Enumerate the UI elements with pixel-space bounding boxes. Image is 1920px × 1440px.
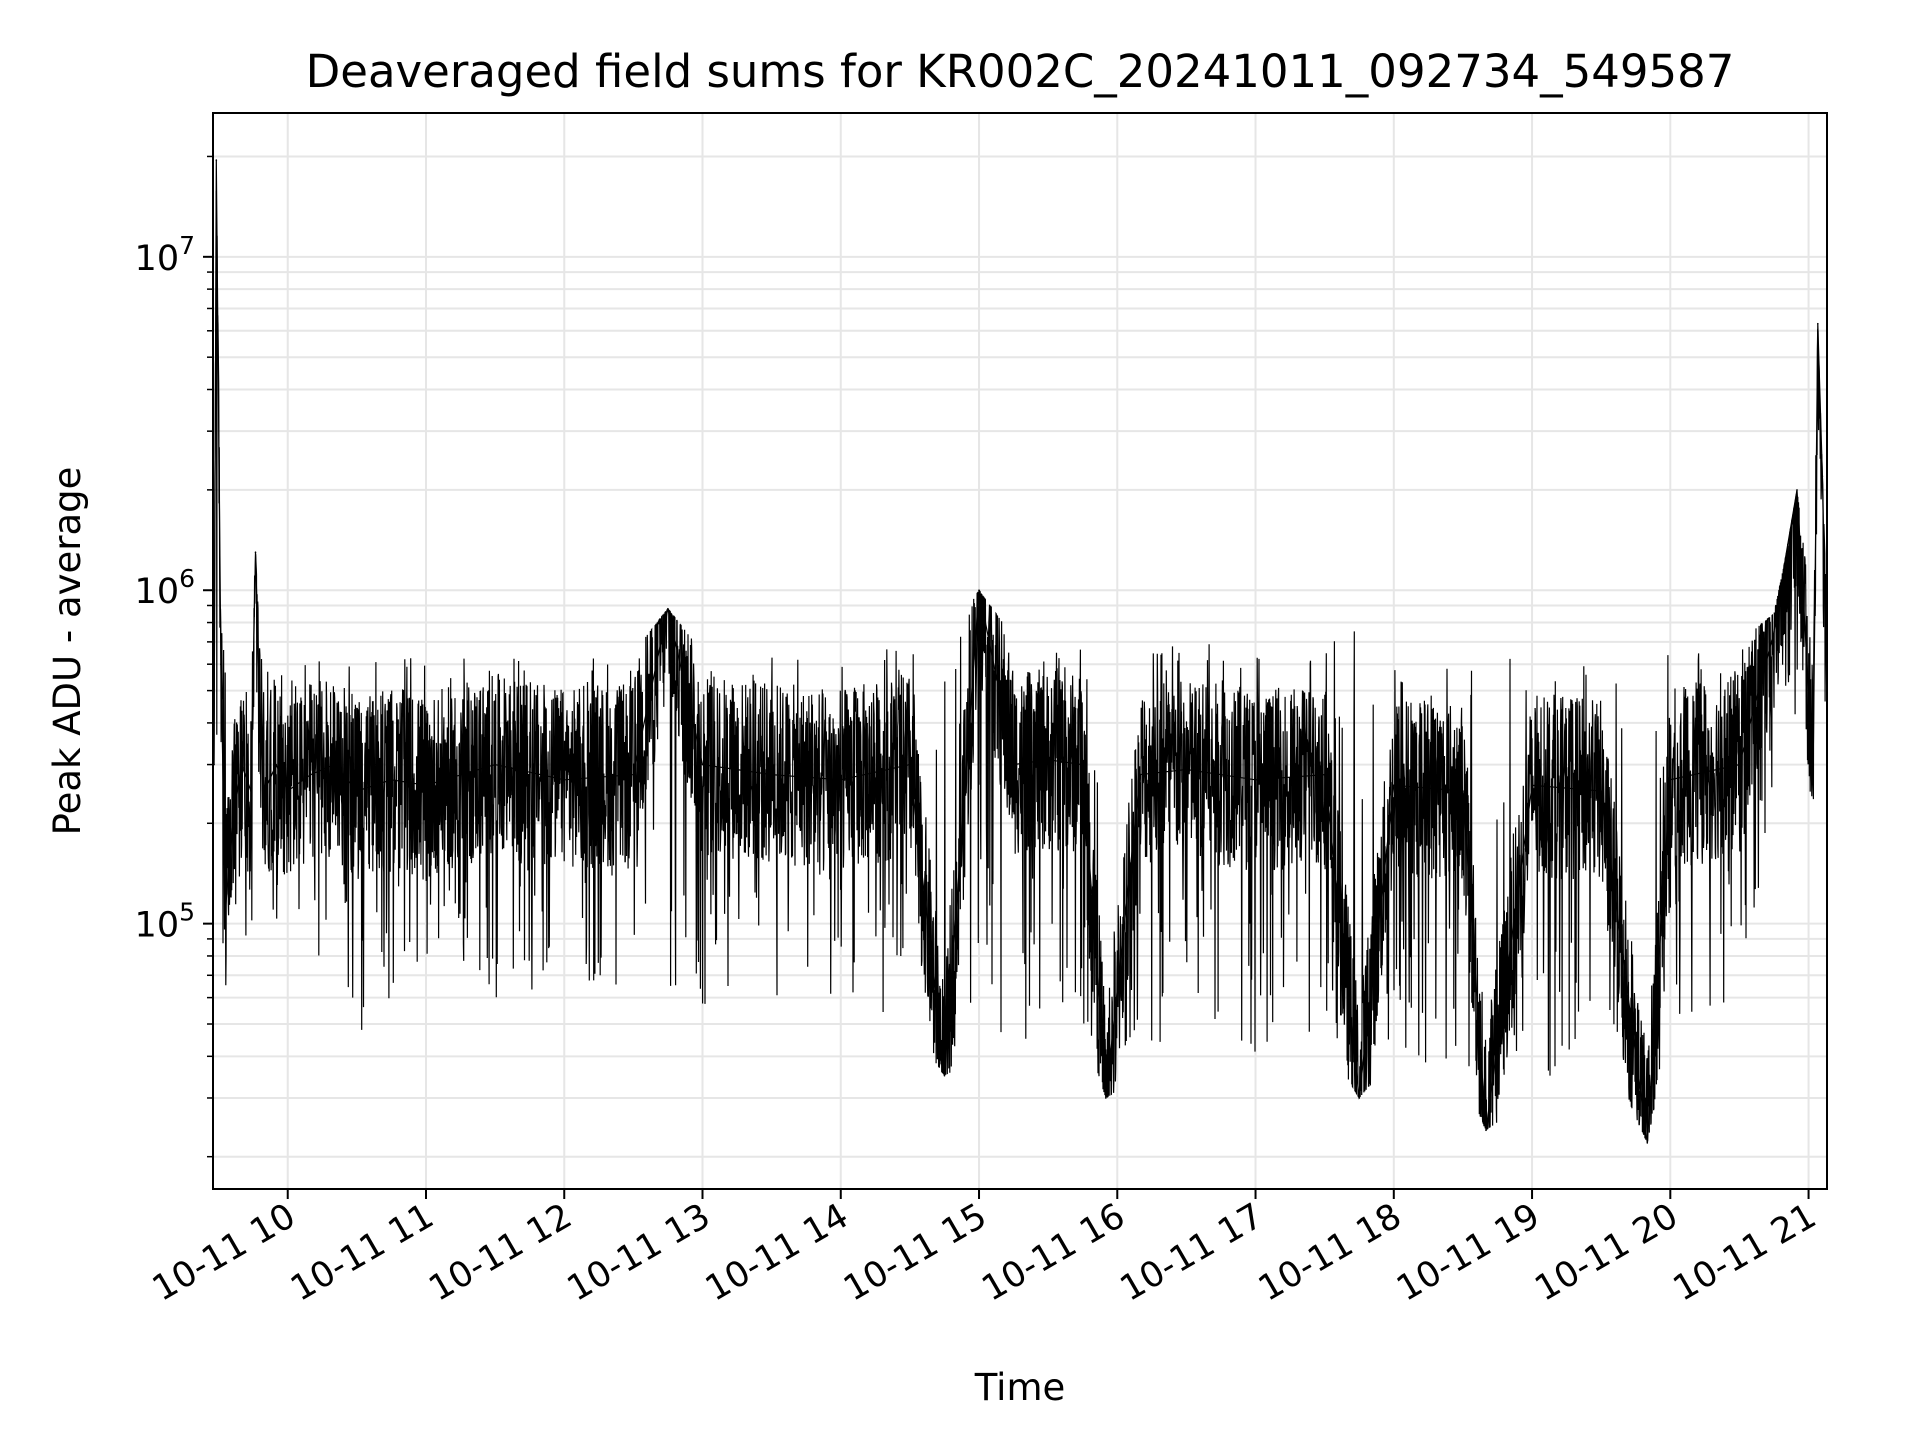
data-point [1821,475,1824,477]
y-tick-label: 107 [135,231,195,279]
data-point [1358,1097,1360,1099]
data-point [1646,1142,1649,1144]
data-point [1139,773,1142,776]
data-point [390,779,393,781]
series-trace [213,190,1827,1143]
data-point [215,159,218,161]
data-point [1531,784,1533,787]
data-point [220,663,222,665]
data-point [1784,557,1787,559]
data-point [1462,790,1464,792]
data-point [275,763,278,766]
data-point [286,790,289,792]
data-point [1817,322,1819,325]
data-point [310,773,312,776]
data-point [494,763,496,766]
data-point [667,607,669,610]
data-point [250,790,252,792]
plot-area [213,159,1827,1144]
data-point [1669,779,1672,781]
data-point [632,773,635,776]
data-point [259,722,261,724]
chart-title: Deaveraged field sums for KR002C_2024101… [306,45,1735,98]
data-point [1047,759,1049,761]
y-axis-label: Peak ADU - average [46,467,89,836]
plot-frame [212,112,1828,1190]
data-point [701,763,704,766]
x-axis-label: Time [974,1366,1066,1409]
series-line [213,160,1827,1143]
data-point [1807,689,1810,692]
data-point [231,822,234,825]
data-point [840,779,842,781]
data-point [224,909,227,911]
data-point [254,551,257,553]
y-tick-label: 105 [135,898,195,946]
data-point [1105,1097,1107,1099]
data-point [1796,489,1798,491]
data-point [1185,768,1188,771]
data-point [1012,763,1015,766]
data-point [909,763,911,766]
data-point [1600,790,1602,792]
y-axis: 105 106 107 [135,155,213,1158]
y-tick-label: 106 [135,564,195,612]
data-point [563,779,566,781]
data-point [1323,773,1326,776]
data-point [1738,763,1741,766]
data-point [1773,631,1775,633]
data-point [1081,763,1084,766]
data-point [240,763,243,766]
data-point [356,790,358,792]
data-point [978,589,980,591]
data-point [263,790,266,792]
data-point [770,773,773,776]
data-point [333,763,335,766]
data-point [1393,784,1395,787]
data-point [1485,1129,1487,1132]
data-point [425,784,427,787]
data-point [943,1074,946,1077]
data-point [1254,779,1257,781]
data-point [1812,763,1814,766]
